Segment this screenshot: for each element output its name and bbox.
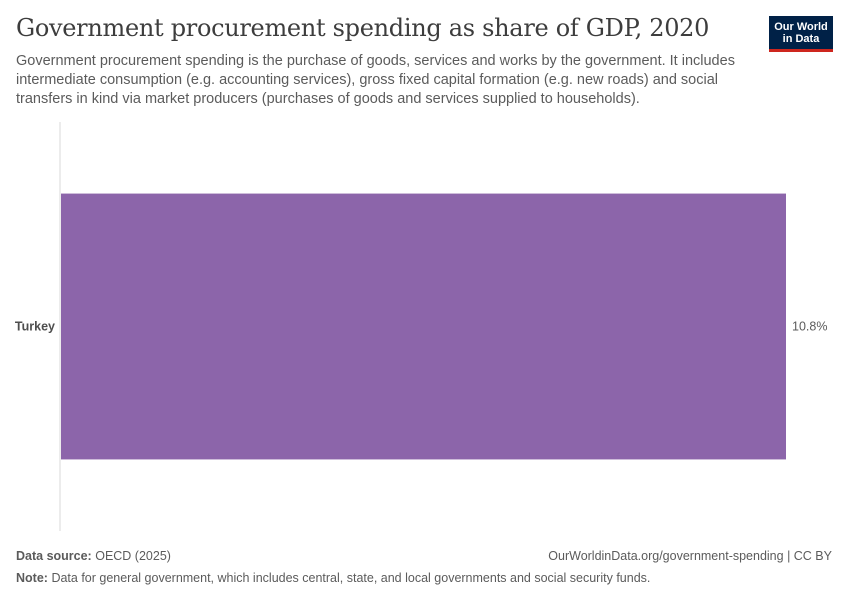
data-source: Data source: OECD (2025) [16, 549, 832, 563]
data-source-label: Data source: [16, 549, 92, 563]
data-source-link[interactable]: OECD (2025) [95, 549, 171, 563]
note-text: Data for general government, which inclu… [51, 571, 651, 585]
category-label: Turkey [15, 320, 55, 334]
chart-note: Note: Data for general government, which… [16, 571, 832, 585]
chart-subtitle: Government procurement spending is the p… [16, 53, 735, 107]
logo-line-1: Our World [774, 21, 828, 33]
bar-turkey[interactable] [61, 193, 786, 460]
logo-line-2: in Data [782, 33, 820, 45]
chart-url[interactable]: OurWorldinData.org/government-spending |… [548, 549, 832, 563]
chart-title: Government procurement spending as share… [16, 14, 710, 42]
note-label: Note: [16, 571, 48, 585]
value-label: 10.8% [792, 320, 827, 334]
owid-logo[interactable]: Our World in Data [769, 16, 833, 52]
